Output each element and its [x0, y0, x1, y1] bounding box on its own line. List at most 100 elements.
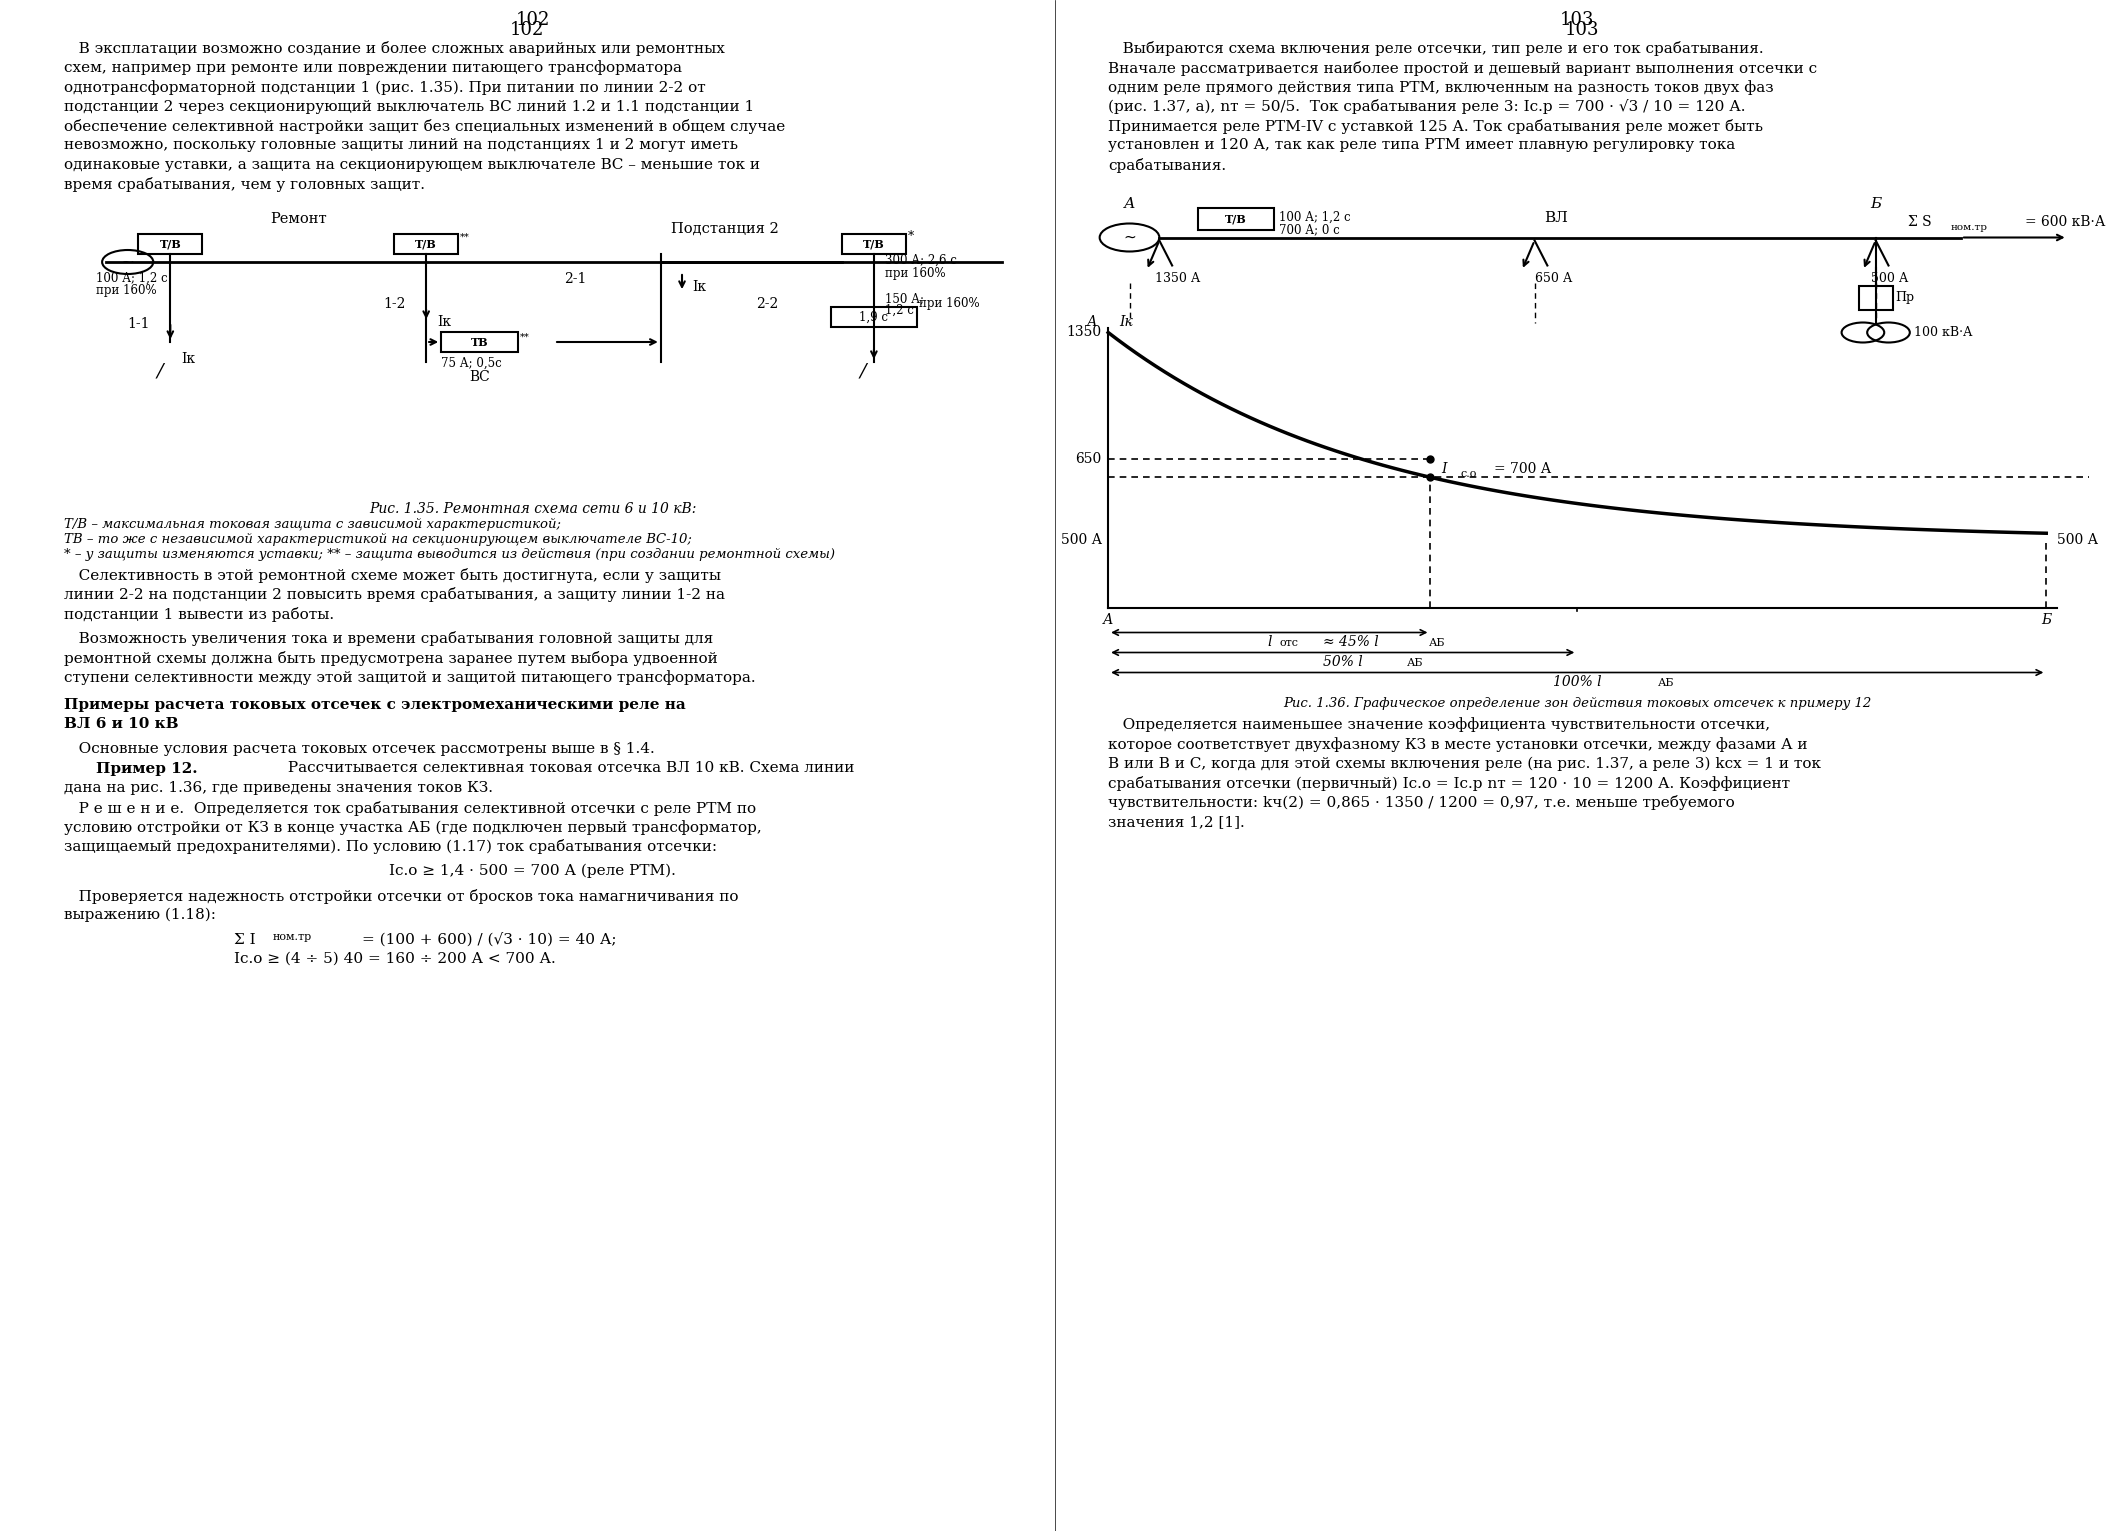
Text: Проверяется надежность отстройки отсечки от бросков тока намагничивания по: Проверяется надежность отстройки отсечки… — [63, 888, 738, 903]
Text: схем, например при ремонте или повреждении питающего трансформатора: схем, например при ремонте или поврежден… — [63, 61, 682, 75]
Text: ТВ – то же с независимой характеристикой на секционирующем выключателе ВС-10;: ТВ – то же с независимой характеристикой… — [63, 533, 692, 547]
Text: В или В и С, когда для этой схемы включения реле (на рис. 1.37, а реле 3) kсх = : В или В и С, когда для этой схемы включе… — [1108, 756, 1821, 772]
Text: 500 А: 500 А — [2057, 533, 2097, 547]
Text: 102: 102 — [515, 11, 551, 29]
Text: АБ: АБ — [1428, 638, 1445, 649]
Text: Iс.о ≥ (4 ÷ 5) 40 = 160 ÷ 200 А < 700 А.: Iс.о ≥ (4 ÷ 5) 40 = 160 ÷ 200 А < 700 А. — [234, 952, 557, 966]
Text: 2-1: 2-1 — [563, 273, 587, 286]
Text: Iк: Iк — [1118, 315, 1133, 329]
Text: /: / — [861, 361, 867, 380]
Text: /: / — [156, 361, 162, 380]
Text: 50% l: 50% l — [1323, 655, 1363, 669]
Text: Вначале рассматривается наиболее простой и дешевый вариант выполнения отсечки с: Вначале рассматривается наиболее простой… — [1108, 61, 1817, 75]
Text: при 160%: при 160% — [95, 283, 156, 297]
Text: обеспечение селективной настройки защит без специальных изменений в общем случае: обеспечение селективной настройки защит … — [63, 119, 785, 135]
Text: Рис. 1.35. Ремонтная схема сети 6 и 10 кВ:: Рис. 1.35. Ремонтная схема сети 6 и 10 к… — [369, 502, 696, 516]
Text: Р е ш е н и е.  Определяется ток срабатывания селективной отсечки с реле РТМ по: Р е ш е н и е. Определяется ток срабатыв… — [63, 801, 755, 816]
Text: 103: 103 — [1559, 11, 1595, 29]
Text: 650: 650 — [1076, 452, 1101, 465]
Text: ~: ~ — [120, 254, 135, 271]
Text: Селективность в этой ремонтной схеме может быть достигнута, если у защиты: Селективность в этой ремонтной схеме мож… — [63, 568, 722, 583]
Text: 1,9 с: 1,9 с — [859, 311, 888, 323]
Text: защищаемый предохранителями). По условию (1.17) ток срабатывания отсечки:: защищаемый предохранителями). По условию… — [63, 839, 717, 854]
Text: ВЛ 6 и 10 кВ: ВЛ 6 и 10 кВ — [63, 718, 179, 732]
Text: Рис. 1.36. Графическое определение зон действия токовых отсечек к примеру 12: Рис. 1.36. Графическое определение зон д… — [1283, 698, 1872, 710]
Text: однотрансформаторной подстанции 1 (рис. 1.35). При питании по линии 2-2 от: однотрансформаторной подстанции 1 (рис. … — [63, 80, 705, 95]
Text: одним реле прямого действия типа РТМ, включенным на разность токов двух фаз: одним реле прямого действия типа РТМ, вк… — [1108, 80, 1775, 95]
Text: условию отстройки от КЗ в конце участка АБ (где подключен первый трансформатор,: условию отстройки от КЗ в конце участка … — [63, 821, 762, 834]
Text: Iк: Iк — [181, 352, 194, 366]
Text: Принимается реле РТМ-IV с уставкой 125 А. Ток срабатывания реле может быть: Принимается реле РТМ-IV с уставкой 125 А… — [1108, 119, 1764, 135]
Text: Рассчитывается селективная токовая отсечка ВЛ 10 кВ. Схема линии: Рассчитывается селективная токовая отсеч… — [283, 761, 855, 776]
Text: А: А — [1125, 197, 1135, 211]
Text: линии 2-2 на подстанции 2 повысить время срабатывания, а защиту линии 1-2 на: линии 2-2 на подстанции 2 повысить время… — [63, 588, 724, 603]
Text: ≈ 45% l: ≈ 45% l — [1323, 635, 1378, 649]
Text: ~: ~ — [1123, 230, 1135, 245]
Text: А: А — [1087, 315, 1097, 329]
Text: Подстанция 2: Подстанция 2 — [671, 222, 779, 236]
Text: T/B: T/B — [160, 239, 181, 250]
Text: ТВ: ТВ — [471, 337, 487, 348]
Text: Б: Б — [2040, 612, 2051, 626]
Text: = 600 кВ·А: = 600 кВ·А — [2026, 216, 2106, 230]
Text: 150 А;: 150 А; — [884, 292, 924, 305]
Text: установлен и 120 А, так как реле типа РТМ имеет плавную регулировку тока: установлен и 120 А, так как реле типа РТ… — [1108, 138, 1734, 153]
Text: 500 А: 500 А — [1872, 273, 1910, 285]
Text: **: ** — [519, 332, 530, 341]
Text: ном.тр: ном.тр — [272, 932, 312, 943]
Text: Определяется наименьшее значение коэффициента чувствительности отсечки,: Определяется наименьшее значение коэффиц… — [1108, 718, 1770, 732]
Text: ВС: ВС — [468, 371, 490, 384]
Text: подстанции 1 вывести из работы.: подстанции 1 вывести из работы. — [63, 606, 333, 622]
Text: А: А — [1104, 612, 1114, 626]
Text: 2-2: 2-2 — [755, 297, 779, 311]
Text: 100 А; 1,2 с: 100 А; 1,2 с — [95, 273, 167, 285]
Text: 100 А; 1,2 с: 100 А; 1,2 с — [1279, 211, 1350, 224]
Text: значения 1,2 [1].: значения 1,2 [1]. — [1108, 814, 1245, 828]
Text: ремонтной схемы должна быть предусмотрена заранее путем выбора удвоенной: ремонтной схемы должна быть предусмотрен… — [63, 651, 717, 666]
Text: 1-2: 1-2 — [384, 297, 405, 311]
Text: чувствительности: kч(2) = 0,865 · 1350 / 1200 = 0,97, т.е. меньше требуемого: чувствительности: kч(2) = 0,865 · 1350 /… — [1108, 796, 1734, 810]
Text: T/B: T/B — [863, 239, 884, 250]
Text: 650 А: 650 А — [1534, 273, 1572, 285]
Text: Возможность увеличения тока и времени срабатывания головной защиты для: Возможность увеличения тока и времени ср… — [63, 631, 713, 646]
Text: l: l — [1266, 635, 1272, 649]
Text: 100 кВ·А: 100 кВ·А — [1914, 326, 1973, 338]
Text: В эксплатации возможно создание и более сложных аварийных или ремонтных: В эксплатации возможно создание и более … — [63, 41, 724, 57]
Text: Примеры расчета токовых отсечек с электромеханическими реле на: Примеры расчета токовых отсечек с электр… — [63, 698, 686, 712]
Text: Iк: Iк — [437, 315, 452, 329]
Text: Iс.о ≥ 1,4 · 500 = 700 А (реле РТМ).: Iс.о ≥ 1,4 · 500 = 700 А (реле РТМ). — [390, 863, 675, 879]
Text: при 160%: при 160% — [918, 297, 979, 309]
Text: 1350: 1350 — [1068, 326, 1101, 340]
Text: Основные условия расчета токовых отсечек рассмотрены выше в § 1.4.: Основные условия расчета токовых отсечек… — [63, 743, 654, 756]
Text: Пример 12.: Пример 12. — [95, 761, 198, 776]
Text: при 160%: при 160% — [884, 266, 945, 280]
Text: 500 А: 500 А — [1061, 533, 1101, 547]
Text: 1-1: 1-1 — [127, 317, 150, 331]
Text: выражению (1.18):: выражению (1.18): — [63, 908, 215, 922]
Text: ступени селективности между этой защитой и защитой питающего трансформатора.: ступени селективности между этой защитой… — [63, 671, 755, 686]
Text: Iк: Iк — [692, 280, 707, 294]
Text: 1350 А: 1350 А — [1154, 273, 1201, 285]
Text: с.о: с.о — [1460, 468, 1477, 479]
Text: T/B: T/B — [416, 239, 437, 250]
Text: Б: Б — [1869, 197, 1882, 211]
Text: Выбираются схема включения реле отсечки, тип реле и его ток срабатывания.: Выбираются схема включения реле отсечки,… — [1108, 41, 1764, 57]
Bar — [139, 234, 203, 254]
Text: = 700 А: = 700 А — [1494, 462, 1551, 476]
Text: Т/В: Т/В — [1226, 213, 1247, 224]
Text: Σ I: Σ I — [234, 932, 255, 946]
Text: *: * — [907, 231, 914, 243]
Text: подстанции 2 через секционирующий выключатель ВС линий 1.2 и 1.1 подстанции 1: подстанции 2 через секционирующий выключ… — [63, 100, 753, 113]
Bar — [1198, 208, 1274, 230]
Text: Т/В – максимальная токовая защита с зависимой характеристикой;: Т/В – максимальная токовая защита с зави… — [63, 517, 561, 531]
Text: время срабатывания, чем у головных защит.: время срабатывания, чем у головных защит… — [63, 178, 424, 193]
Bar — [842, 234, 905, 254]
Text: АБ: АБ — [1407, 658, 1422, 669]
Text: 300 А; 2,6 с: 300 А; 2,6 с — [884, 254, 956, 266]
Text: Ремонт: Ремонт — [270, 211, 327, 227]
Text: * – у защиты изменяются уставки; ** – защита выводится из действия (при создании: * – у защиты изменяются уставки; ** – за… — [63, 548, 836, 560]
Text: (рис. 1.37, а), nт = 50/5.  Ток срабатывания реле 3: Iс.р = 700 · √3 / 10 = 120 : (рис. 1.37, а), nт = 50/5. Ток срабатыва… — [1108, 100, 1745, 115]
Text: дана на рис. 1.36, где приведены значения токов КЗ.: дана на рис. 1.36, где приведены значени… — [63, 781, 494, 795]
Text: Пр: Пр — [1895, 291, 1914, 305]
Bar — [395, 234, 458, 254]
